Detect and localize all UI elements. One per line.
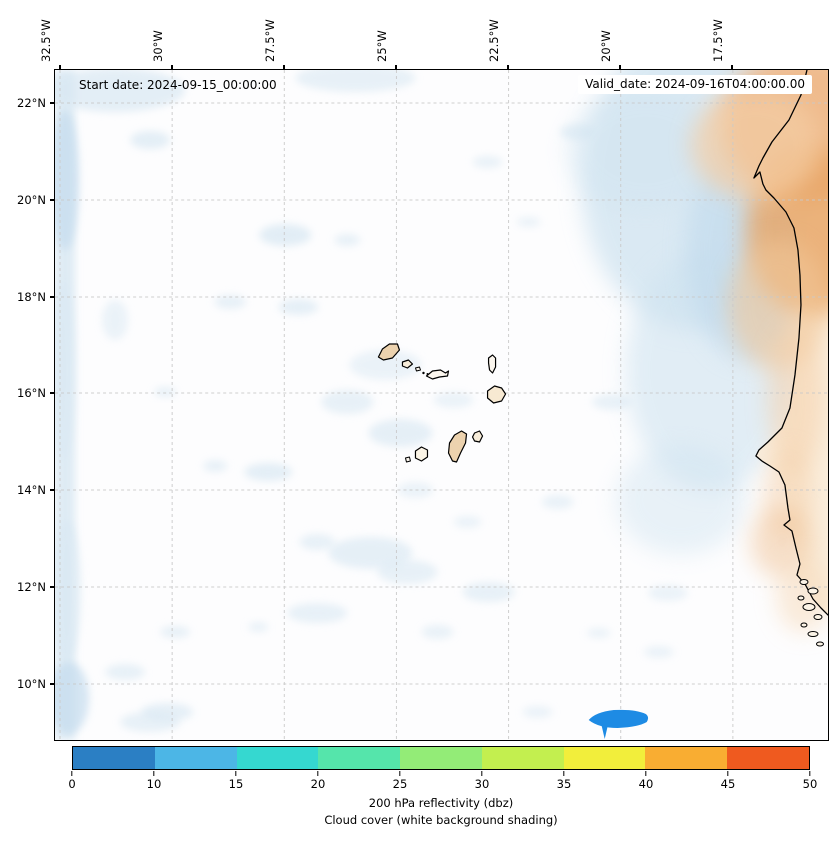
x-axis-tick xyxy=(283,64,285,69)
colorbar-tick xyxy=(153,771,155,776)
colorbar-tick-label: 25 xyxy=(392,777,408,791)
x-axis-tick-label: 27.5°W xyxy=(263,19,277,62)
colorbar-tick-label: 30 xyxy=(474,777,490,791)
y-axis-tick-label: 22°N xyxy=(17,96,46,110)
bijagos-islands xyxy=(797,579,824,647)
colorbar-tick xyxy=(563,771,565,776)
y-axis-tick-label: 16°N xyxy=(17,386,46,400)
grid xyxy=(55,70,828,740)
colorbar-tick-label: 40 xyxy=(638,777,654,791)
colorbar-tick xyxy=(481,771,483,776)
y-axis-tick-label: 20°N xyxy=(17,193,46,207)
x-axis-tick xyxy=(731,64,733,69)
reflectivity-blob xyxy=(588,709,649,739)
colorbar-tick-label: 10 xyxy=(146,777,162,791)
y-axis-tick xyxy=(50,489,55,491)
colorbar-segment xyxy=(154,747,237,769)
colorbar-title: 200 hPa reflectivity (dbz) xyxy=(368,796,514,810)
colorbar-tick xyxy=(809,771,811,776)
coastline xyxy=(753,70,828,616)
x-axis-tick xyxy=(171,64,173,69)
colorbar-tick-label: 50 xyxy=(802,777,818,791)
y-axis-tick xyxy=(50,102,55,104)
colorbar-tick-label: 35 xyxy=(556,777,572,791)
colorbar-tick xyxy=(399,771,401,776)
x-axis-tick-label: 22.5°W xyxy=(487,19,501,62)
colorbar-tick-label: 15 xyxy=(228,777,244,791)
colorbar-segment xyxy=(563,747,646,769)
colorbar-segment xyxy=(727,747,810,769)
x-axis-tick xyxy=(507,64,509,69)
y-axis-tick xyxy=(50,296,55,298)
colorbar-segment xyxy=(645,747,728,769)
colorbar-tick xyxy=(317,771,319,776)
y-axis-tick-label: 10°N xyxy=(17,677,46,691)
colorbar-tick xyxy=(235,771,237,776)
colorbar-segment xyxy=(236,747,319,769)
cape-verde-islands xyxy=(377,343,507,463)
x-axis-tick-label: 30°W xyxy=(151,30,165,62)
x-axis-tick xyxy=(59,64,61,69)
x-axis-tick-label: 20°W xyxy=(599,30,613,62)
y-axis-tick-label: 18°N xyxy=(17,290,46,304)
colorbar-segment xyxy=(481,747,564,769)
y-axis-tick-label: 14°N xyxy=(17,483,46,497)
valid-date-label: Valid_date: 2024-09-16T04:00:00.00 xyxy=(578,75,812,94)
x-axis-tick-label: 32.5°W xyxy=(39,19,53,62)
colorbar-subtitle: Cloud cover (white background shading) xyxy=(324,813,558,827)
map-plot: Start date: 2024-09-15_00:00:00 Valid_da… xyxy=(54,69,829,741)
colorbar-tick-label: 20 xyxy=(310,777,326,791)
y-axis-tick-label: 12°N xyxy=(17,580,46,594)
colorbar-bar xyxy=(72,746,810,770)
cloud-shading xyxy=(55,70,811,740)
x-axis-tick-label: 17.5°W xyxy=(711,19,725,62)
x-axis-tick xyxy=(395,64,397,69)
colorbar-tick xyxy=(645,771,647,776)
y-axis-tick xyxy=(50,199,55,201)
x-axis-tick-label: 25°W xyxy=(375,30,389,62)
colorbar-segment xyxy=(400,747,482,769)
colorbar-tick xyxy=(727,771,729,776)
map-canvas xyxy=(55,70,828,740)
colorbar-segment xyxy=(318,747,401,769)
x-axis-tick xyxy=(619,64,621,69)
colorbar-segment xyxy=(73,747,155,769)
y-axis-tick xyxy=(50,392,55,394)
coastal-shading xyxy=(690,70,828,633)
colorbar-tick-label: 45 xyxy=(720,777,736,791)
y-axis-tick xyxy=(50,683,55,685)
start-date-label: Start date: 2024-09-15_00:00:00 xyxy=(79,78,277,92)
colorbar-tick xyxy=(71,771,73,776)
colorbar: 0 10 15 20 25 30 35 40 45 50 200 hPa ref… xyxy=(68,746,817,842)
y-axis-tick xyxy=(50,586,55,588)
colorbar-tick-label: 0 xyxy=(68,777,76,791)
